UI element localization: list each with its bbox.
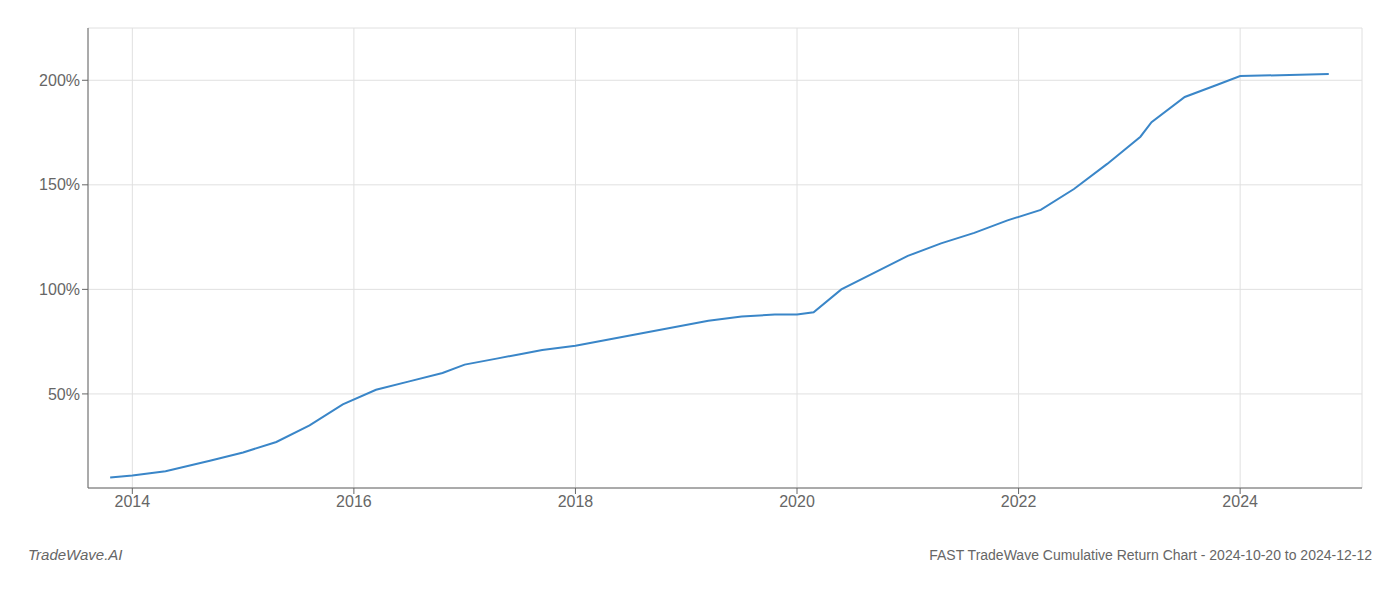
html-text:FAST TradeWave Cumulative Retu: FAST TradeWave Cumulative Return Chart -… [929,547,1372,563]
svg-text:2018: 2018 [558,493,594,510]
svg-text:2016: 2016 [336,493,372,510]
svg-text:50%: 50% [48,386,80,403]
html-text:TradeWave.AI: TradeWave.AI [28,546,123,563]
svg-text:2022: 2022 [1001,493,1037,510]
svg-text:100%: 100% [39,281,80,298]
svg-text:2024: 2024 [1222,493,1258,510]
svg-text:2020: 2020 [779,493,815,510]
svg-text:2014: 2014 [115,493,151,510]
svg-text:150%: 150% [39,176,80,193]
svg-text:200%: 200% [39,72,80,89]
